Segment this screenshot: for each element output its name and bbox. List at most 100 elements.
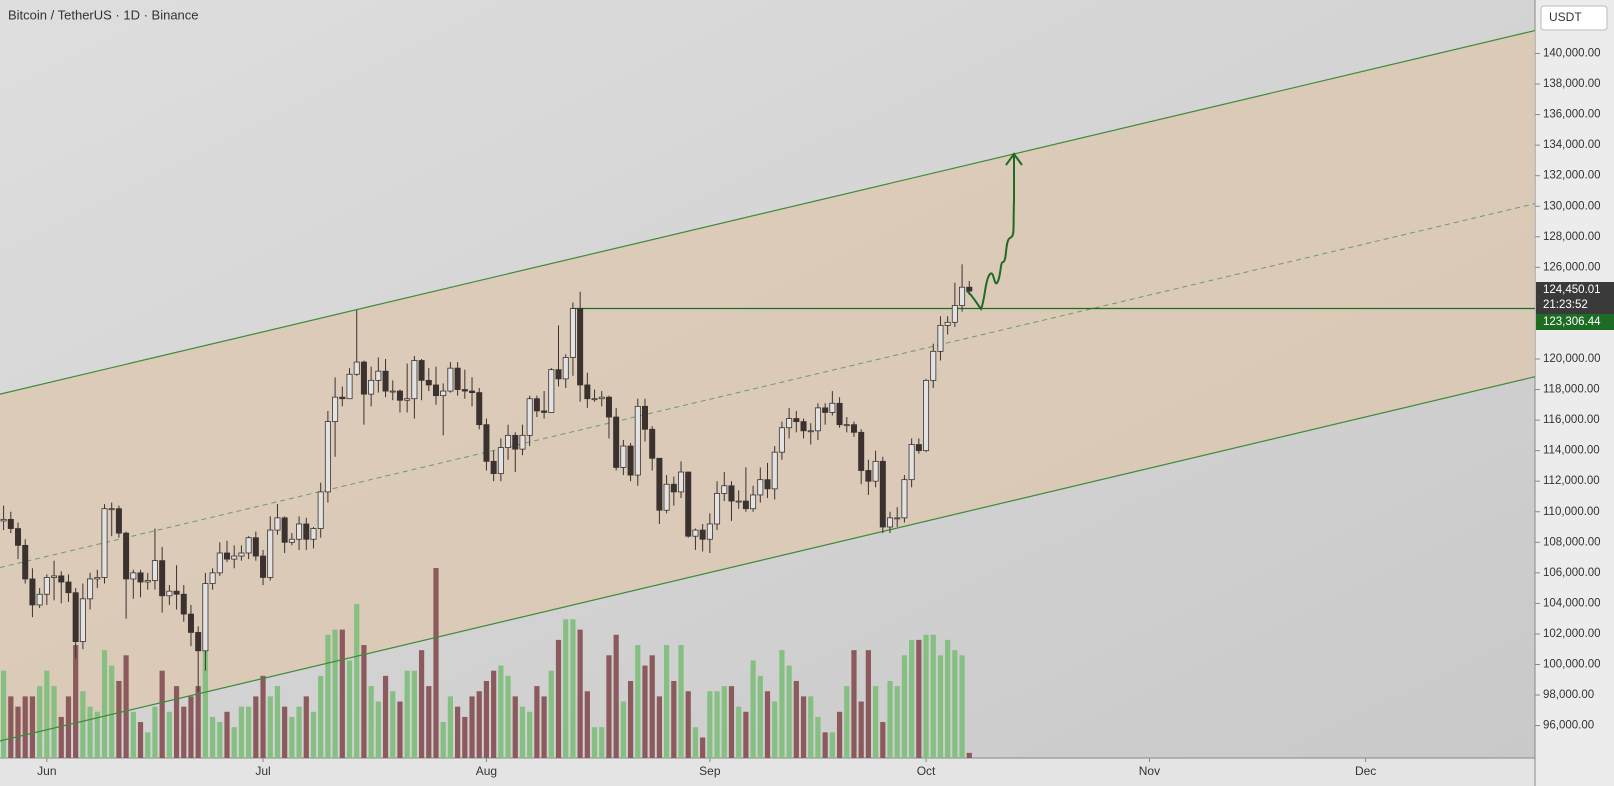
candle-body (382, 370, 389, 392)
candle-body (58, 575, 65, 583)
candle-body (469, 390, 476, 393)
time-axis-background (0, 758, 1535, 786)
x-tick-label: Sep (699, 764, 721, 778)
volume-bar (779, 650, 785, 758)
volume-bar (173, 686, 180, 758)
volume-bar (959, 655, 965, 758)
candle-body (800, 421, 807, 432)
candle-body (151, 560, 158, 581)
last-price-label: 124,450.01 (1543, 284, 1601, 296)
candle-body (641, 405, 648, 430)
volume-bar (418, 650, 425, 758)
volume-bar (757, 675, 763, 758)
volume-bar (692, 727, 699, 758)
volume-bar (209, 716, 216, 758)
candle-body (231, 555, 238, 560)
candle-body (951, 305, 958, 323)
level-price-label: 123,306.44 (1543, 316, 1601, 328)
y-tick-label: 110,000.00 (1543, 506, 1600, 518)
volume-bar (678, 645, 684, 758)
candle-body (43, 577, 50, 595)
volume-bar (382, 675, 389, 758)
candle-body (505, 434, 512, 448)
candle-body (274, 517, 281, 531)
x-tick-label: Aug (476, 764, 497, 778)
candle-body (735, 500, 742, 503)
volume-bar (65, 696, 72, 758)
candle-body (605, 396, 612, 418)
candle-body (555, 369, 562, 380)
volume-bar (260, 675, 266, 758)
x-tick-label: Jun (37, 764, 56, 778)
candle-body (966, 286, 973, 292)
candle-body (454, 367, 461, 390)
volume-bar (894, 686, 900, 758)
candle-body (108, 508, 115, 511)
candle-body (324, 421, 331, 493)
volume-bar (267, 696, 273, 758)
candle-body (144, 580, 151, 583)
volume-bar (909, 639, 915, 758)
candle-body (814, 407, 821, 432)
volume-bar (253, 696, 259, 758)
candle-body (267, 529, 274, 578)
candle-body (937, 324, 944, 352)
volume-bar (375, 701, 381, 758)
volume-bar (671, 680, 677, 758)
volume-bar (274, 686, 281, 758)
channel-lower (0, 376, 1536, 742)
volume-bar (599, 727, 605, 758)
candle-body (224, 552, 231, 560)
volume-bar (238, 706, 245, 758)
candle-body (627, 445, 634, 476)
candle-body (51, 575, 58, 578)
candle-body (461, 389, 468, 392)
volume-bar (505, 675, 511, 758)
volume-bar (829, 732, 835, 758)
candle-body (728, 485, 735, 502)
volume-bar (166, 711, 172, 758)
volume-bar (73, 645, 79, 758)
candle-body (353, 361, 360, 375)
volume-bar (325, 634, 331, 758)
y-tick-label: 104,000.00 (1543, 597, 1601, 609)
y-tick-label: 138,000.00 (1543, 78, 1601, 90)
volume-bar (591, 727, 598, 758)
volume-bar (772, 701, 778, 758)
currency[interactable]: USDT (1549, 10, 1582, 24)
candle-body (303, 523, 310, 540)
volume-bar (916, 639, 922, 758)
candle-body (843, 424, 850, 427)
candle-body (742, 500, 749, 510)
candle-body (202, 583, 209, 652)
volume-bar (541, 696, 547, 758)
candle-body (822, 407, 829, 413)
volume-bar (137, 722, 144, 758)
y-tick-label: 116,000.00 (1543, 414, 1600, 426)
currency-box[interactable] (1540, 5, 1608, 31)
candle-body (281, 517, 288, 543)
candle-body (0, 518, 7, 522)
y-tick-label: 114,000.00 (1543, 445, 1600, 457)
volume-bar (397, 701, 403, 758)
candle-body (807, 430, 814, 433)
volume-bar (116, 680, 122, 758)
volume-bar (51, 686, 57, 758)
y-tick-label: 100,000.00 (1543, 659, 1601, 671)
x-tick-label: Dec (1355, 764, 1376, 778)
volume-bar (822, 732, 828, 758)
candle-body (663, 483, 670, 511)
candle-body (649, 428, 656, 459)
candle-body (721, 485, 728, 494)
candle-body (339, 396, 346, 400)
volume-bar (224, 711, 230, 758)
volume-bar (570, 619, 576, 758)
volume-bar (844, 686, 850, 758)
volume-bar (901, 655, 908, 758)
volume-bar (858, 701, 864, 758)
price-axis-background (1535, 0, 1614, 786)
volume-bar (303, 696, 309, 758)
level-price-box (1536, 314, 1614, 331)
candle-body (87, 578, 94, 600)
candle-body (692, 529, 699, 537)
